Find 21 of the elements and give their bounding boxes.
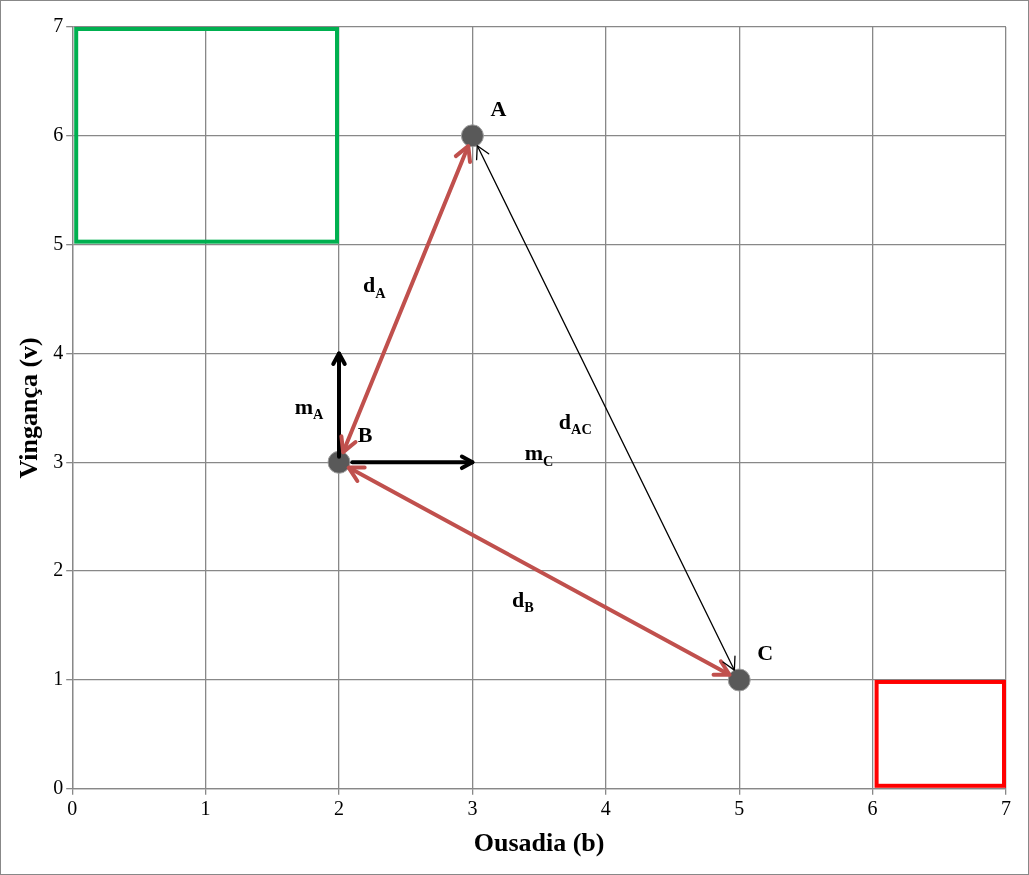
annotation: A [490,95,507,121]
x-tick-label: 5 [734,797,745,820]
x-axis-title: Ousadia (b) [473,828,605,858]
y-axis-title: Vingança (v) [14,337,44,479]
x-tick-label: 3 [467,797,478,820]
y-tick-label: 3 [53,449,64,472]
x-tick-label: 6 [867,797,878,820]
y-tick-label: 1 [53,667,64,690]
annotation: C [757,639,774,665]
y-tick-label: 2 [53,558,64,581]
y-tick-label: 4 [53,340,64,363]
y-tick-label: 5 [53,231,64,254]
x-tick-label: 1 [200,797,211,820]
x-tick-label: 7 [1001,797,1011,820]
annotation: B [357,422,373,447]
x-tick-label: 4 [600,797,611,820]
y-tick-label: 6 [53,123,64,146]
x-tick-label: 0 [67,797,78,820]
y-tick-label: 7 [53,14,64,37]
x-tick-label: 2 [334,797,344,820]
y-tick-label: 0 [53,776,64,799]
